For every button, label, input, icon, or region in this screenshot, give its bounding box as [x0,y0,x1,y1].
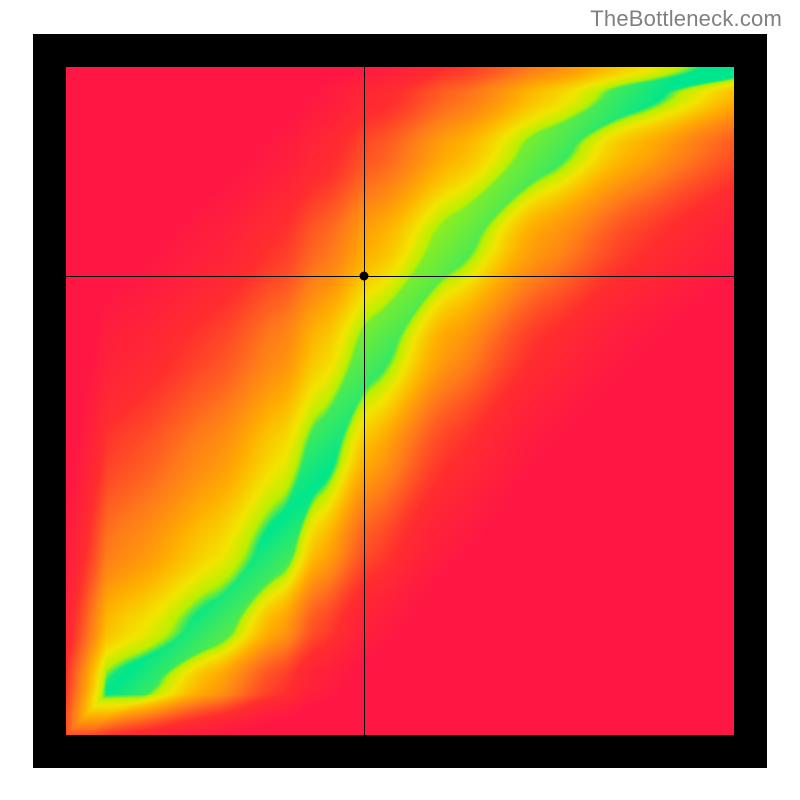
crosshair-horizontal [66,276,734,277]
chart-outer-frame [33,34,767,768]
chart-container: TheBottleneck.com [0,0,800,800]
selection-point [359,272,368,281]
watermark-text: TheBottleneck.com [590,6,782,32]
crosshair-vertical [364,67,365,735]
chart-plot-area [66,67,734,735]
heatmap-canvas [66,67,734,735]
